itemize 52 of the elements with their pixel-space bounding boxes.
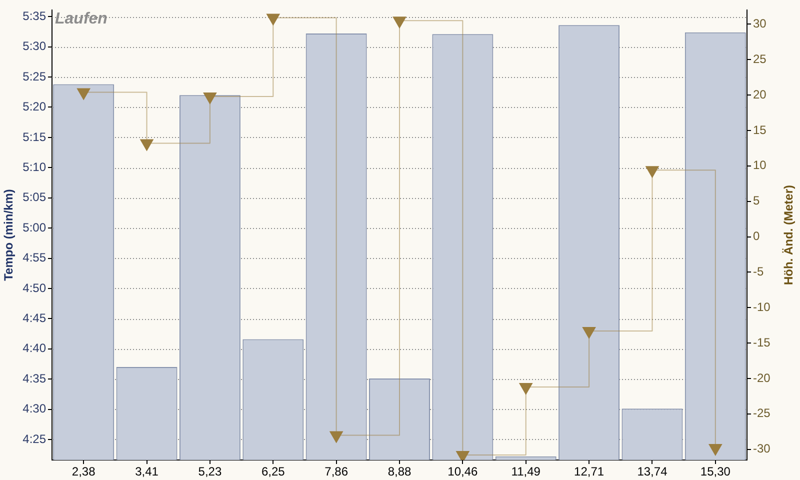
y-tick-label: 4:55 bbox=[22, 250, 46, 265]
x-tick-label: 10,46 bbox=[448, 464, 478, 479]
y-tick-label: 5:00 bbox=[22, 220, 46, 234]
point bbox=[77, 88, 90, 100]
point bbox=[330, 431, 343, 443]
y2-tick-label: -10 bbox=[753, 300, 771, 314]
x-tick-label: 15,30 bbox=[700, 464, 731, 479]
y-tick-label: 5:20 bbox=[22, 100, 46, 114]
x-tick-label: 8,88 bbox=[388, 464, 412, 479]
x-tick-label: 12,71 bbox=[574, 464, 604, 479]
x-tick-label: 6,25 bbox=[261, 464, 286, 479]
y2-tick-label: -15 bbox=[753, 335, 771, 350]
point bbox=[708, 444, 722, 456]
y-tick-label: 5:05 bbox=[22, 190, 46, 204]
point bbox=[266, 14, 280, 26]
y2-tick-label: -5 bbox=[753, 264, 764, 279]
y-tick-label: 4:35 bbox=[22, 371, 46, 386]
y2-tick-label: -30 bbox=[753, 442, 771, 456]
y-tick-label: 4:25 bbox=[22, 432, 46, 446]
x-tick-label: 11,49 bbox=[511, 464, 541, 479]
point bbox=[582, 327, 596, 339]
y-tick-label: 5:10 bbox=[22, 160, 46, 174]
y2-tick-label: 15 bbox=[753, 122, 767, 137]
chart-title: Laufen bbox=[55, 10, 108, 28]
y-tick-label: 4:40 bbox=[22, 341, 46, 356]
y2-tick-label: 5 bbox=[753, 194, 760, 208]
y-tick-label: 5:30 bbox=[22, 39, 46, 54]
y-tick-label: 4:50 bbox=[22, 280, 46, 295]
y-tick-label: 5:25 bbox=[22, 69, 46, 84]
y2-tick-label: 10 bbox=[753, 158, 767, 172]
x-tick-label: 13,74 bbox=[637, 464, 668, 479]
y-tick-label: 5:35 bbox=[22, 8, 46, 23]
y-tick-label: 4:45 bbox=[22, 310, 46, 325]
y2-tick-label: -25 bbox=[753, 406, 771, 420]
point bbox=[203, 92, 217, 104]
point bbox=[646, 166, 659, 178]
x-tick-label: 5,23 bbox=[198, 464, 222, 479]
y2-tick-label: 0 bbox=[753, 229, 760, 244]
x-tick-label: 7,86 bbox=[324, 464, 348, 479]
y2-tick-label: 30 bbox=[753, 16, 767, 30]
y2-axis-title: Höh. Änd. (Meter) bbox=[781, 185, 796, 285]
y2-tick-label: -20 bbox=[753, 370, 771, 385]
point bbox=[140, 139, 154, 151]
x-tick-label: 2,38 bbox=[72, 464, 96, 479]
y-tick-label: 5:15 bbox=[22, 130, 46, 144]
x-tick-label: 3,41 bbox=[135, 464, 159, 479]
y-axis-title: Tempo (min/km) bbox=[1, 189, 16, 281]
point bbox=[519, 383, 532, 395]
y-tick-label: 4:30 bbox=[22, 402, 46, 416]
point bbox=[392, 16, 406, 28]
y2-tick-label: 25 bbox=[753, 52, 767, 66]
y2-tick-label: 20 bbox=[753, 87, 767, 102]
